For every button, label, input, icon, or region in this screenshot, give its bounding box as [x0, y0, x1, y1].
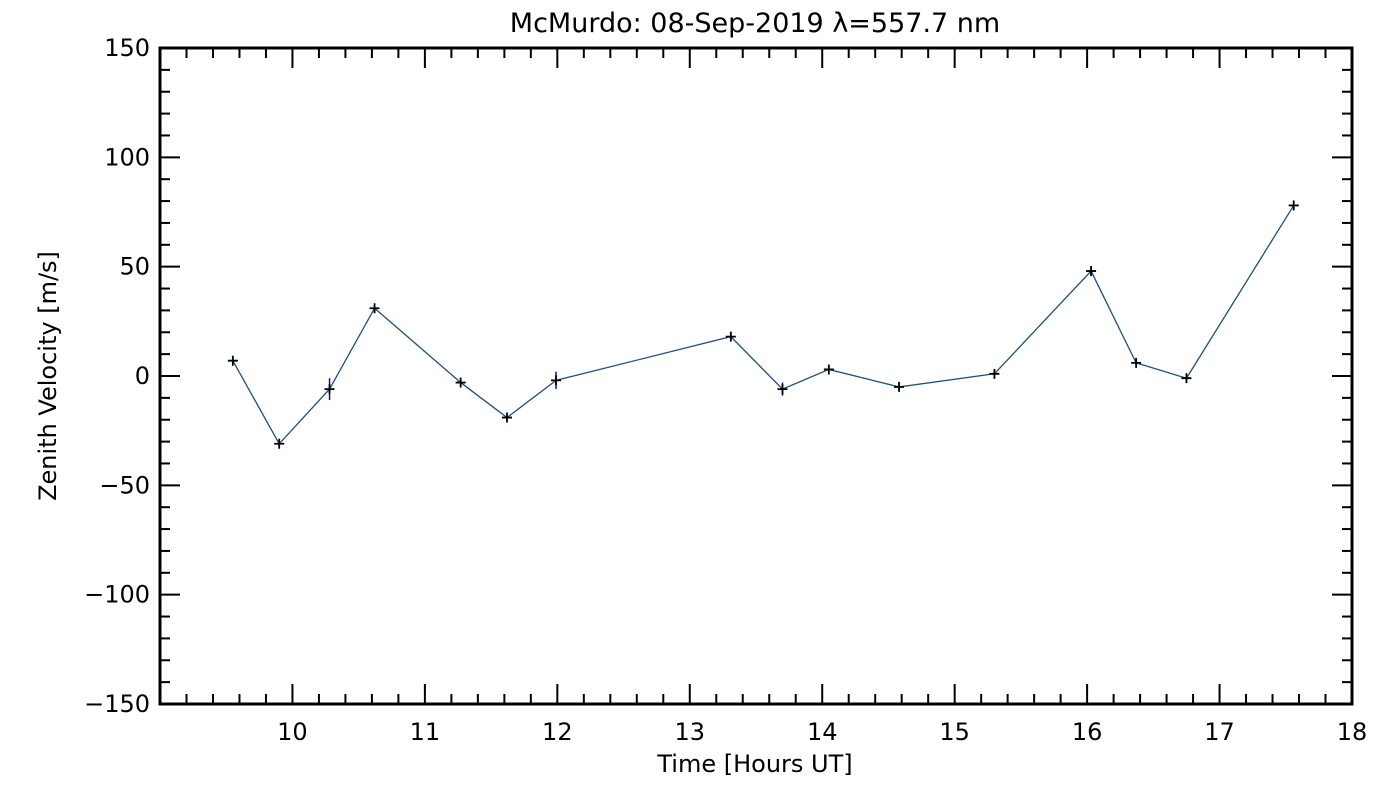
data-point-marker: [369, 303, 380, 314]
y-axis-label: Zenith Velocity [m/s]: [34, 251, 62, 501]
data-point-marker: [1131, 357, 1142, 368]
x-tick-label: 11: [410, 718, 441, 746]
y-tick-label: 100: [104, 143, 150, 171]
data-point-marker: [502, 412, 513, 423]
x-tick-label: 16: [1072, 718, 1103, 746]
x-axis-label: Time [Hours UT]: [656, 750, 852, 778]
x-tick-label: 17: [1204, 718, 1235, 746]
data-point-marker: [455, 377, 466, 388]
x-tick-label: 13: [675, 718, 706, 746]
data-point-marker: [725, 331, 736, 342]
x-tick-label: 12: [542, 718, 573, 746]
x-tick-label: 18: [1337, 718, 1368, 746]
axis-ticks: 10 11 12 13 14 15 16 17 18 −150 −100 −50 0 50 100 150: [84, 34, 1367, 746]
data-point-marker: [551, 375, 562, 386]
y-tick-label: −50: [99, 471, 150, 499]
data-point-marker: [989, 368, 1000, 379]
data-point-marker: [1181, 373, 1192, 384]
x-tick-label: 15: [939, 718, 970, 746]
data-point-marker: [894, 381, 905, 392]
y-tick-label: 150: [104, 34, 150, 62]
data-point-marker: [227, 355, 238, 366]
chart-title: McMurdo: 08-Sep-2019 λ=557.7 nm: [510, 8, 1000, 39]
series-layer: [227, 200, 1299, 449]
y-tick-label: 50: [119, 253, 150, 281]
data-point-marker: [823, 364, 834, 375]
x-tick-label: 10: [277, 718, 308, 746]
x-tick-label: 14: [807, 718, 838, 746]
data-point-marker: [324, 384, 335, 395]
data-point-marker: [777, 384, 788, 395]
data-point-marker: [1288, 200, 1299, 211]
series-line: [232, 205, 1295, 445]
y-tick-label: 0: [135, 362, 150, 390]
data-point-marker: [1086, 266, 1097, 277]
y-tick-label: −100: [84, 581, 150, 609]
data-point-marker: [274, 438, 285, 449]
y-tick-label: −150: [84, 690, 150, 718]
plot-frame: [158, 46, 1354, 706]
